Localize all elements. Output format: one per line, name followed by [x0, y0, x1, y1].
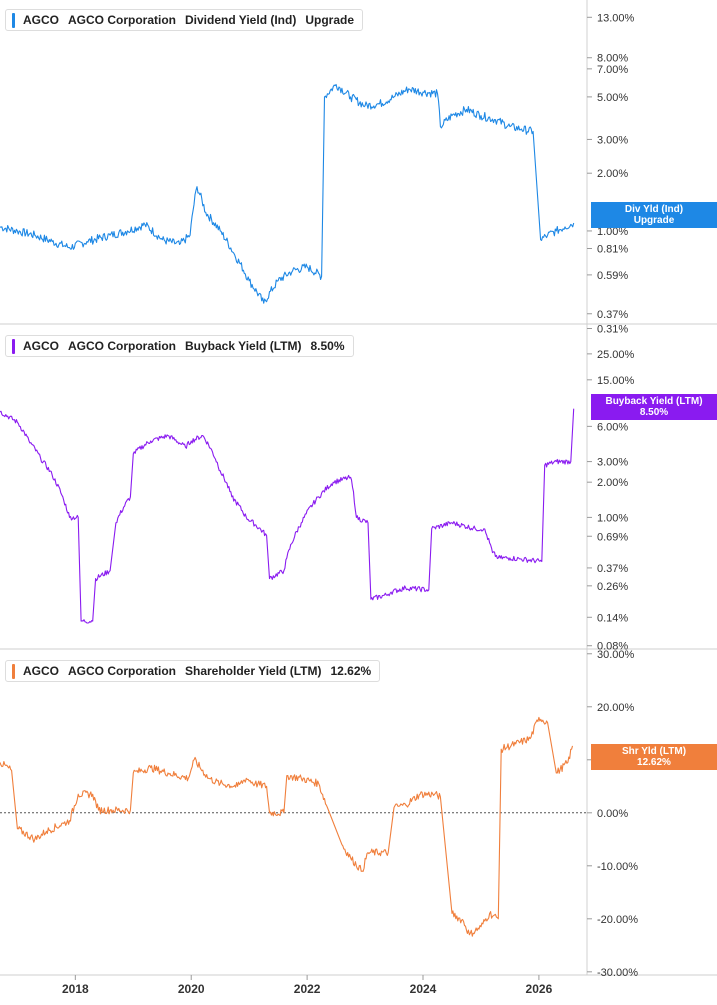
- series-line: [0, 716, 574, 937]
- y-tick-label: 2.00%: [597, 168, 628, 180]
- y-tick-label: 1.00%: [597, 512, 628, 524]
- legend-ticker: AGCO: [23, 13, 59, 27]
- y-tick-label: 6.00%: [597, 421, 628, 433]
- legend-company: AGCO Corporation: [68, 13, 176, 27]
- legend-metric: Dividend Yield (Ind): [185, 13, 297, 27]
- series-line: [0, 408, 575, 624]
- last-value-badge-shareholder: Shr Yld (LTM) 12.62%: [591, 744, 717, 770]
- panel-1: 13.00% 8.00%7.00% 5.00% 3.00% 2.00% 1.00% 0.81…: [0, 12, 635, 335]
- legend-shareholder-yield: AGCO AGCO Corporation Shareholder Yield …: [5, 660, 381, 682]
- y-tick-label: 7.00%: [597, 64, 628, 76]
- y-tick-label: 15.00%: [597, 375, 635, 387]
- badge-value: 12.62%: [637, 757, 671, 768]
- legend-company: AGCO Corporation: [68, 339, 176, 353]
- y-tick-label: -10.00%: [597, 861, 638, 873]
- y-tick-label: 0.59%: [597, 270, 628, 282]
- series-line: [0, 83, 575, 304]
- y-tick-label: 30.00%: [597, 649, 635, 661]
- y-tick-label: 0.08%: [597, 641, 628, 653]
- y-tick-label: 5.00%: [597, 92, 628, 104]
- y-tick-label: 0.14%: [597, 612, 628, 624]
- y-tick-label: 3.00%: [597, 457, 628, 469]
- x-tick-label: 2020: [178, 982, 205, 996]
- legend-buyback-yield: AGCO AGCO Corporation Buyback Yield (LTM…: [5, 335, 354, 357]
- y-tick-label: 0.81%: [597, 243, 628, 255]
- legend-company: AGCO Corporation: [68, 664, 176, 678]
- legend-metric: Shareholder Yield (LTM): [185, 664, 322, 678]
- series-swatch: [12, 663, 15, 679]
- x-tick-label: 2022: [294, 982, 321, 996]
- y-tick-label: 0.00%: [597, 808, 628, 820]
- legend-value[interactable]: Upgrade: [305, 13, 355, 27]
- legend-dividend-yield: AGCO AGCO Corporation Dividend Yield (In…: [5, 9, 364, 31]
- y-tick-label: 13.00%: [597, 12, 635, 24]
- legend-value: 12.62%: [330, 664, 372, 678]
- y-tick-label: 0.37%: [597, 563, 628, 575]
- legend-metric: Buyback Yield (LTM): [185, 339, 302, 353]
- y-tick-label: 0.31%: [597, 323, 628, 335]
- last-value-badge-buyback: Buyback Yield (LTM) 8.50%: [591, 394, 717, 420]
- y-tick-label: 0.26%: [597, 581, 628, 593]
- last-value-badge-dividend: Div Yld (Ind) Upgrade: [591, 202, 717, 228]
- badge-label: Div Yld (Ind): [624, 204, 684, 215]
- y-tick-label: -30.00%: [597, 967, 638, 979]
- panel-3: 30.00%20.00%10.00%0.00%-10.00%-20.00%-30…: [0, 649, 638, 979]
- y-tick-label: 0.37%: [597, 309, 628, 321]
- badge-label: Buyback Yield (LTM): [605, 396, 703, 407]
- y-tick-label: 1.00%: [597, 226, 628, 238]
- legend-ticker: AGCO: [23, 339, 59, 353]
- legend-value: 8.50%: [310, 339, 345, 353]
- y-tick-label: 20.00%: [597, 702, 635, 714]
- y-tick-label: 3.00%: [597, 134, 628, 146]
- series-swatch: [12, 12, 15, 28]
- series-swatch: [12, 338, 15, 354]
- y-tick-label: 0.69%: [597, 531, 628, 543]
- legend-ticker: AGCO: [23, 664, 59, 678]
- panel-2: 25.00% 15.00% 6.00% 3.00% 2.00% 1.00% 0.69% 0.3…: [0, 349, 635, 653]
- y-tick-label: -20.00%: [597, 914, 638, 926]
- x-tick-label: 2024: [410, 982, 437, 996]
- y-tick-label: 8.00%: [597, 53, 628, 65]
- y-tick-label: 25.00%: [597, 349, 635, 361]
- badge-value: 8.50%: [639, 407, 669, 418]
- x-tick-label: 2026: [526, 982, 553, 996]
- badge-label: Shr Yld (LTM): [621, 746, 687, 757]
- badge-value: Upgrade: [633, 215, 675, 226]
- y-tick-label: 2.00%: [597, 477, 628, 489]
- x-tick-label: 2018: [62, 982, 89, 996]
